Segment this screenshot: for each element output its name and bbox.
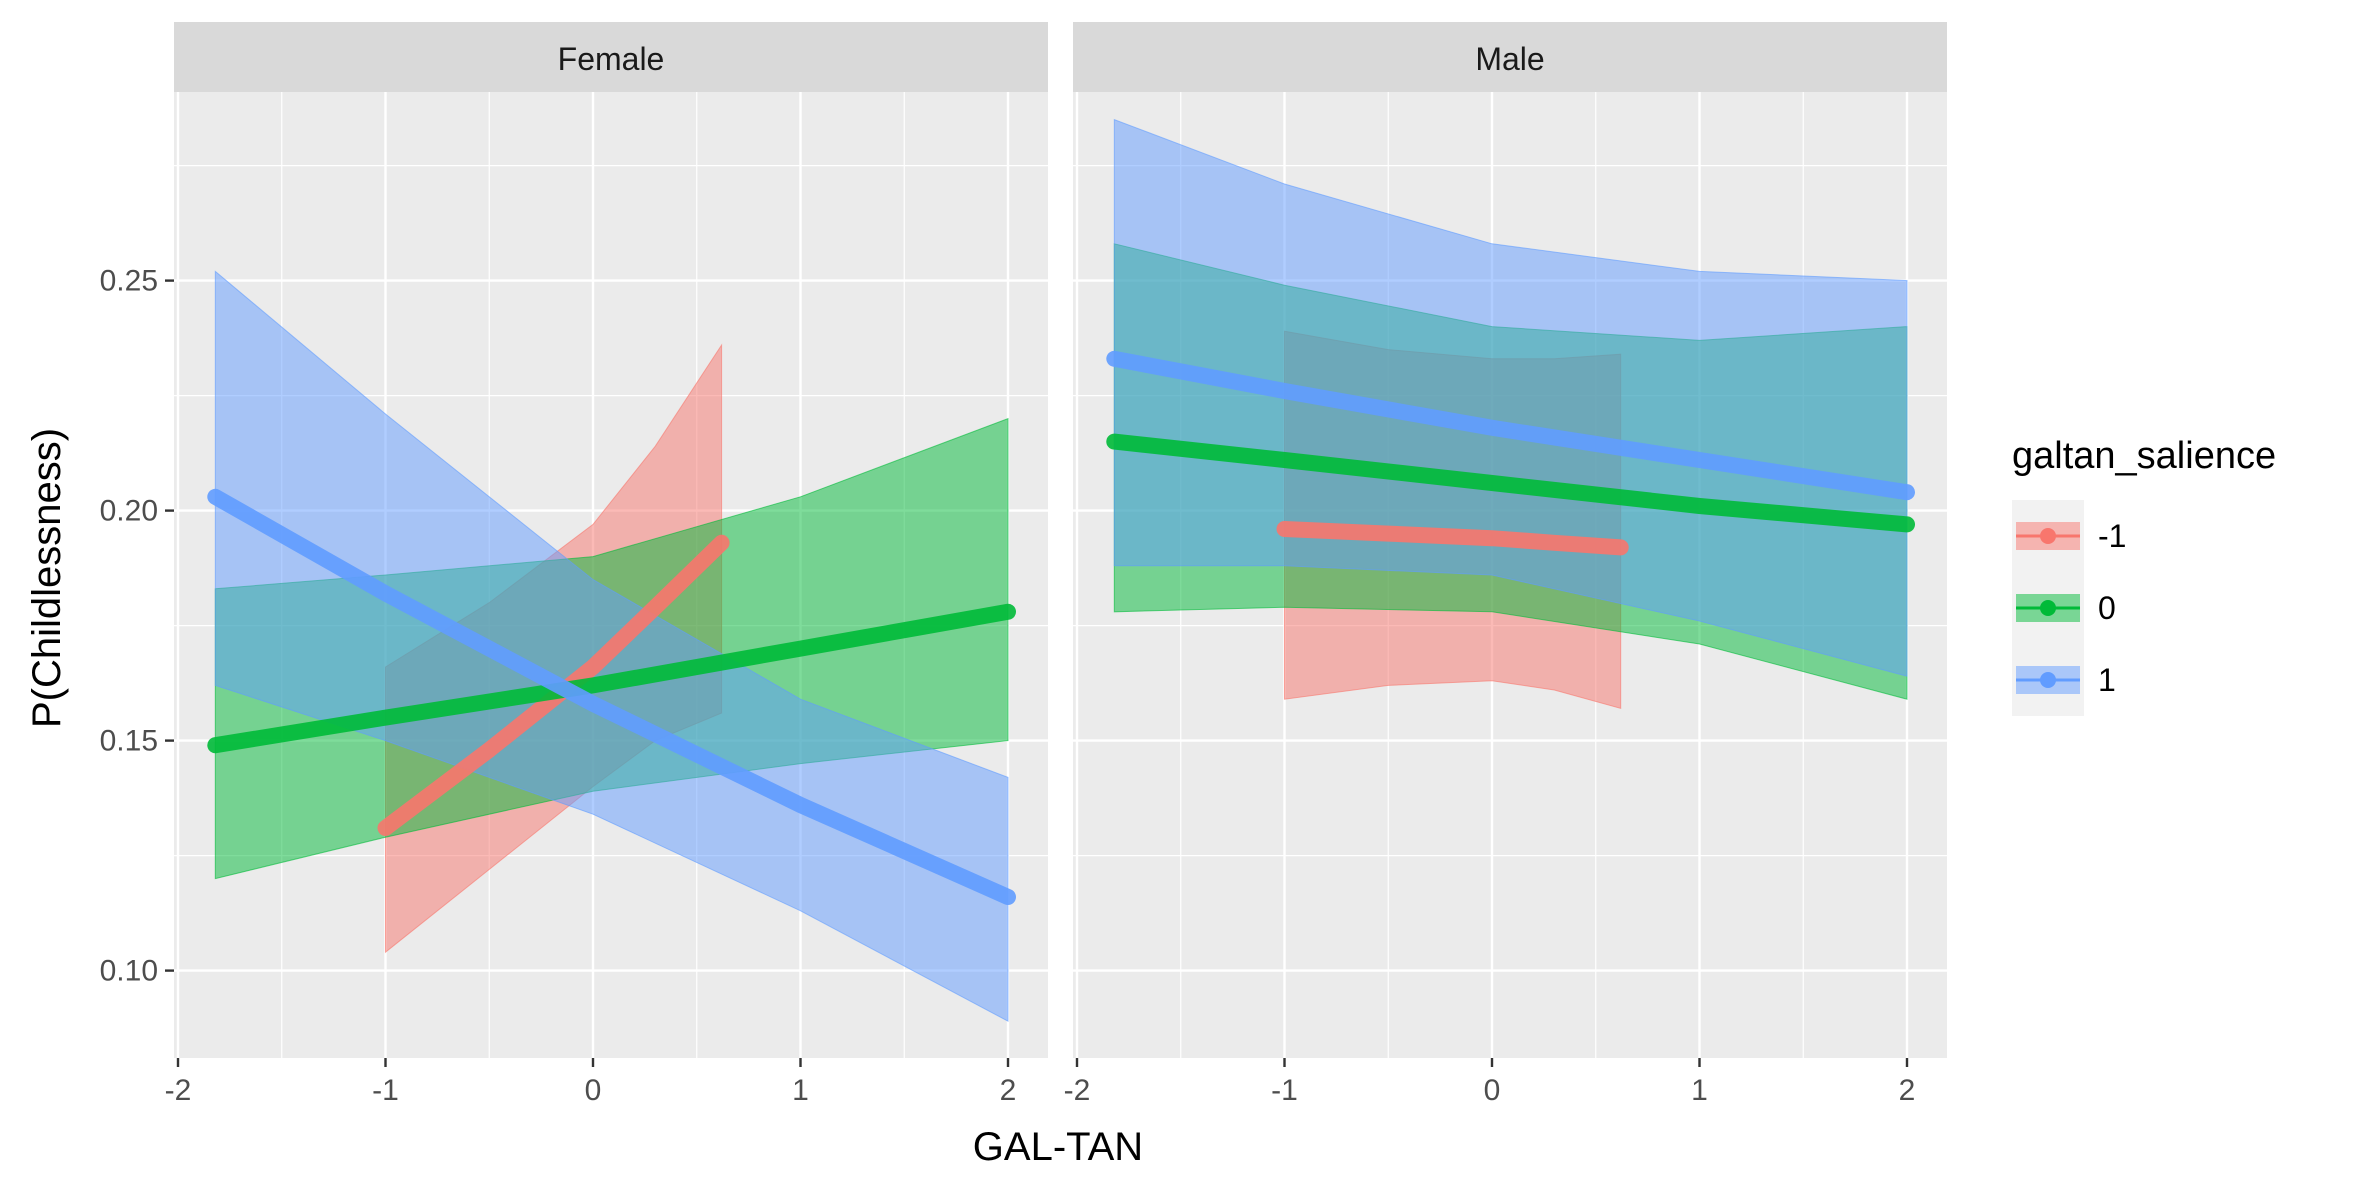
- x-tick-label: 2: [1000, 1074, 1017, 1107]
- y-tick-label: 0.15: [100, 725, 158, 758]
- legend-key-point: [2040, 672, 2056, 688]
- x-tick-label: 0: [1484, 1074, 1501, 1107]
- series-line--1: [377, 534, 730, 836]
- y-tick-label: 0.25: [100, 265, 158, 298]
- facet-strip: [174, 22, 1048, 92]
- legend-item-1: 1: [2012, 644, 2116, 716]
- series-line-0: [1106, 433, 1915, 533]
- x-tick-label: 1: [792, 1074, 809, 1107]
- legend-key-point: [2040, 528, 2056, 544]
- facet-strip: [1073, 22, 1947, 92]
- series-line-1: [1106, 350, 1915, 501]
- legend-label: -1: [2098, 518, 2126, 554]
- x-tick-label: -2: [1064, 1074, 1091, 1107]
- legend-key-point: [2040, 600, 2056, 616]
- x-tick-label: 1: [1691, 1074, 1708, 1107]
- panels-layer: Female Male: [174, 22, 1947, 1058]
- series-line-1: [207, 488, 1016, 905]
- x-tick-label: -1: [1271, 1074, 1298, 1107]
- axes-layer: -2 -1 0 1 2 -2 -1 0 1 2 0.10 0.15 0.20 0.25: [100, 265, 1916, 1107]
- legend-label: 1: [2098, 662, 2116, 698]
- legend: galtan_salience -1 0 1: [2012, 435, 2276, 716]
- x-tick-label: -2: [165, 1074, 192, 1107]
- x-tick-label: -1: [372, 1074, 399, 1107]
- legend-label: 0: [2098, 590, 2116, 626]
- legend-item--1: -1: [2012, 500, 2126, 572]
- legend-keys: -1 0 1: [2012, 500, 2126, 716]
- y-tick-label: 0.20: [100, 495, 158, 528]
- facet-strip-label: Male: [1475, 41, 1544, 77]
- series-line--1: [1276, 521, 1629, 556]
- facet-strip-label: Female: [558, 41, 665, 77]
- x-tick-label: 2: [1899, 1074, 1916, 1107]
- legend-item-0: 0: [2012, 572, 2116, 644]
- x-tick-label: 0: [585, 1074, 602, 1107]
- series-line-0: [207, 603, 1016, 754]
- y-axis-title: P(Childlessness): [25, 428, 69, 728]
- panel-female: Female: [174, 22, 1048, 1058]
- x-axis-title: GAL-TAN: [973, 1125, 1143, 1169]
- y-tick-label: 0.10: [100, 955, 158, 988]
- panel-male: Male: [1073, 22, 1947, 1058]
- legend-title: galtan_salience: [2012, 435, 2276, 477]
